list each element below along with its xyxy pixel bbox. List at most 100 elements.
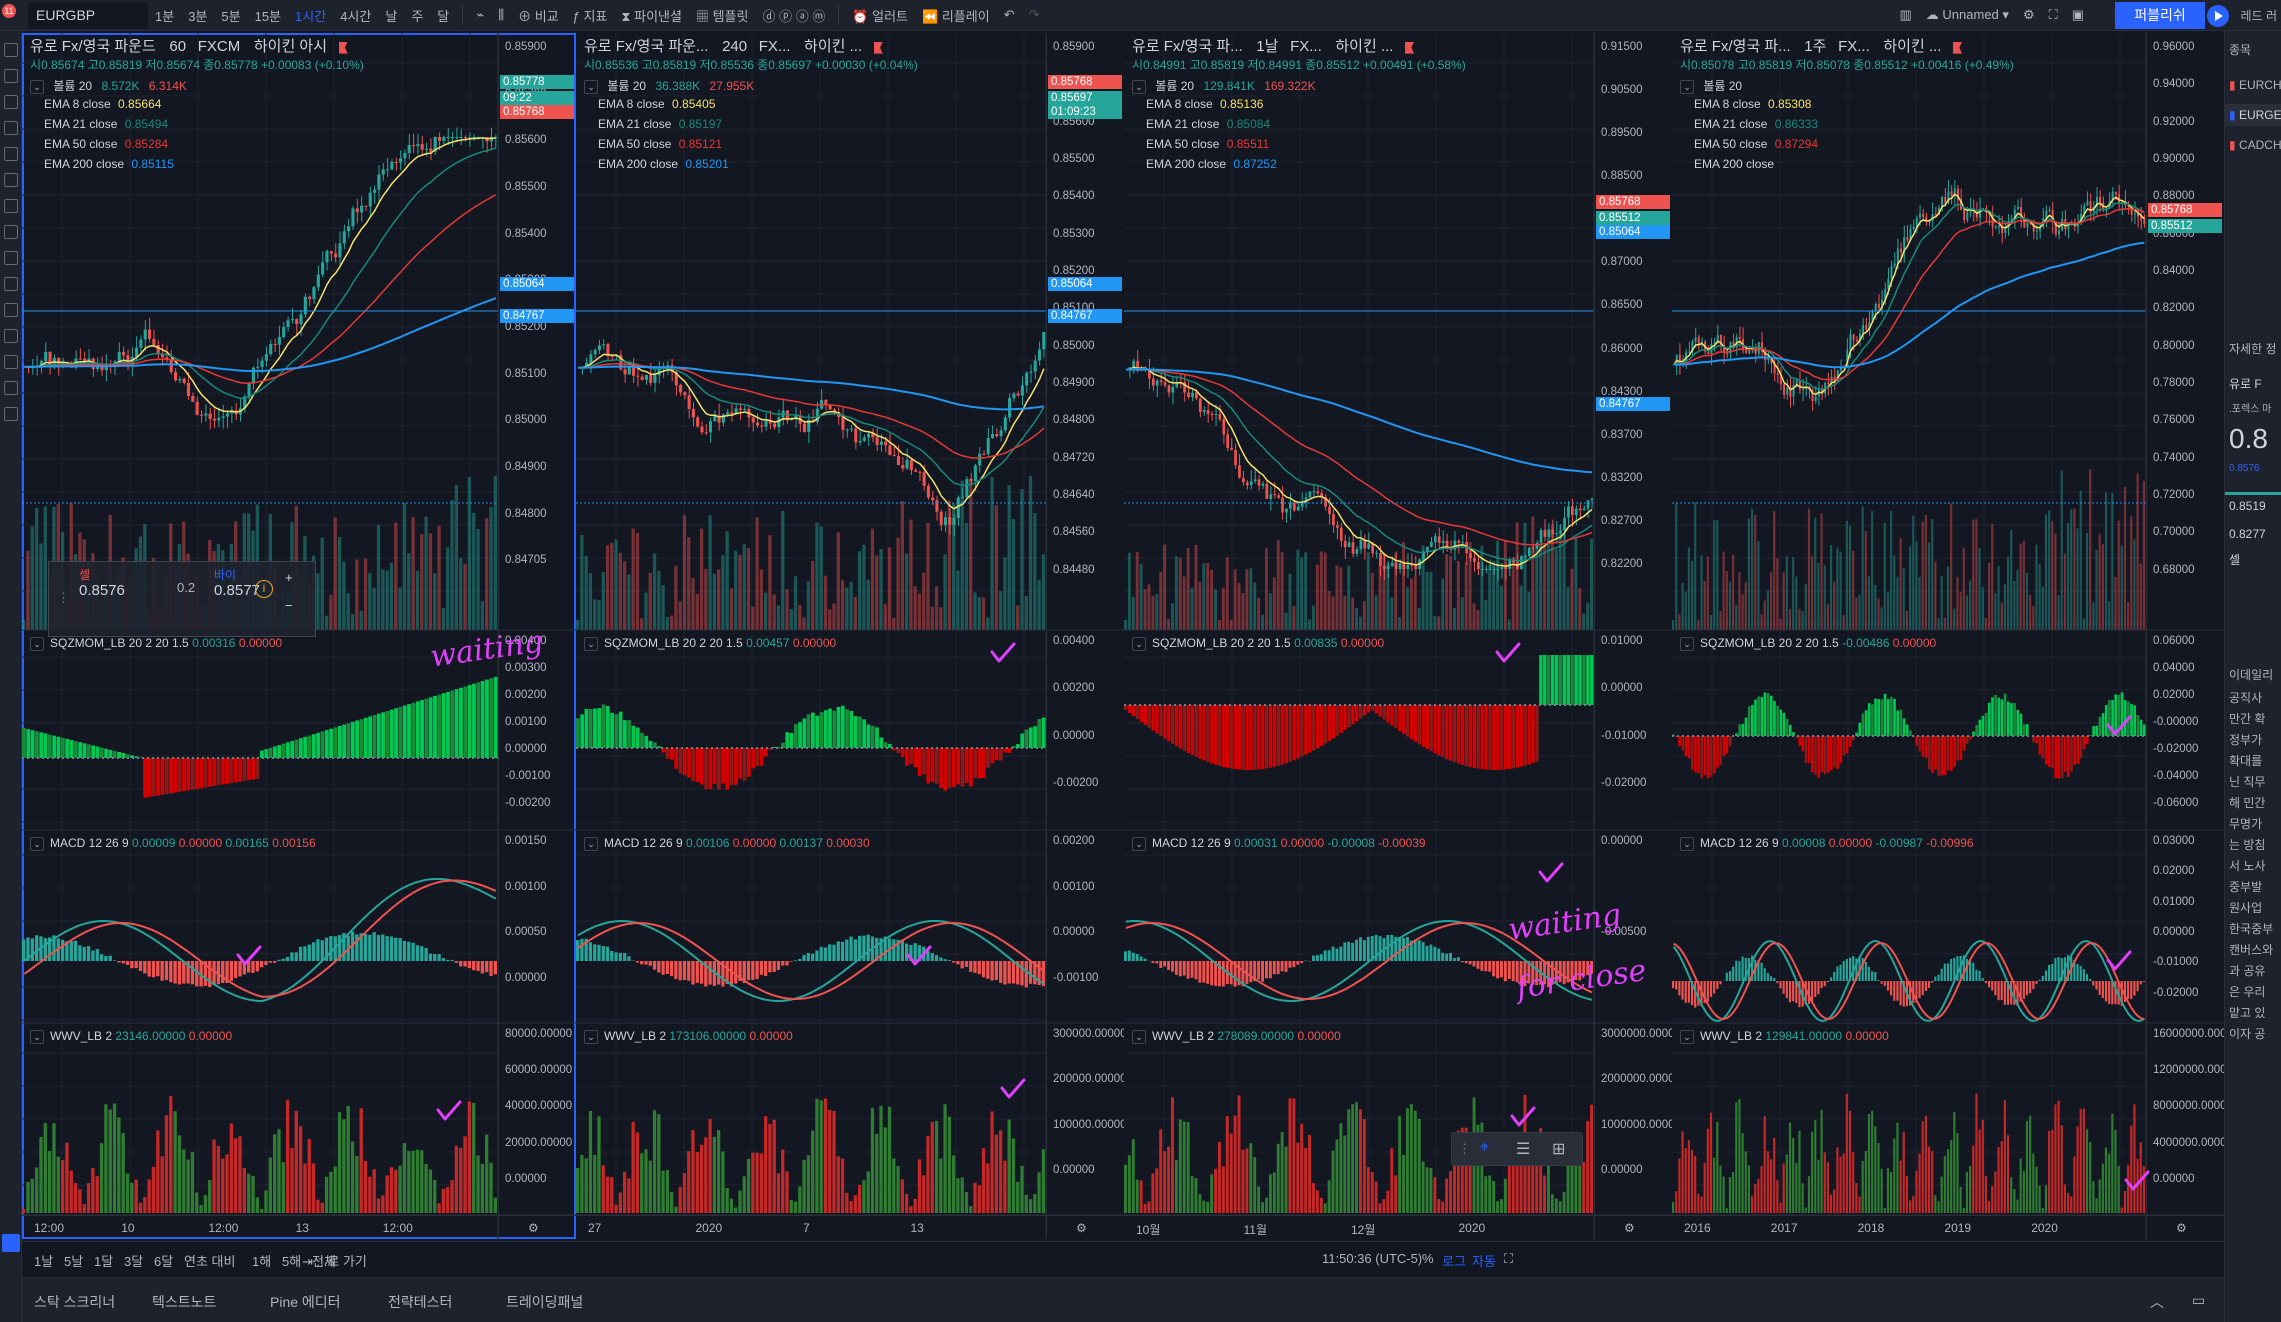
ema-legend-row[interactable]: EMA 21 close 0.85494 <box>30 114 364 134</box>
interval-option[interactable]: 주 <box>411 8 424 24</box>
chart-interval[interactable]: 1날 <box>1256 38 1279 55</box>
minus-icon[interactable]: − <box>285 598 293 613</box>
chart-canvas[interactable] <box>1672 33 2224 1239</box>
price-axis[interactable]: 0.96000 0.94000 0.92000 0.90000 0.88000 0.860… <box>2146 33 2224 1239</box>
fit-icon[interactable]: ⛶ <box>1504 1251 1514 1266</box>
time-axis[interactable]: 27 2020 7 13 ⚙ <box>576 1215 1124 1239</box>
footer-tab[interactable]: 트레이딩패널 <box>506 1294 584 1310</box>
collapse-icon[interactable]: ⌄ <box>1132 636 1146 651</box>
trendline-icon[interactable] <box>4 69 18 83</box>
macd-legend[interactable]: ⌄ MACD 12 26 9 0.00031 0.00000 -0.00008 -… <box>1132 836 1426 851</box>
sqz-legend[interactable]: ⌄ SQZMOM_LB 20 2 20 1.5 -0.00486 0.00000 <box>1680 636 1936 651</box>
compare-button[interactable]: ⊕ 비교 <box>518 8 559 24</box>
chart-title[interactable]: 유로 Fx/영국 파... <box>1680 38 1791 55</box>
time-axis[interactable]: 10월 11월 12월 2020 ⚙ <box>1124 1215 1672 1239</box>
grid-icon[interactable]: ⊞ <box>1552 1141 1566 1158</box>
axis-settings-icon[interactable]: ⚙ <box>2176 1221 2187 1235</box>
brush-icon[interactable] <box>4 121 18 135</box>
ema-legend-row[interactable]: EMA 21 close 0.85084 <box>1132 114 1466 134</box>
interval-option[interactable]: 달 <box>437 8 450 24</box>
trash-icon[interactable] <box>4 407 18 421</box>
axis-settings-icon[interactable]: ⚙ <box>1076 1221 1087 1235</box>
publish-button[interactable]: 퍼블리쉬 <box>2115 2 2205 29</box>
favorites-icon[interactable] <box>2 1234 20 1252</box>
candle-style-button[interactable]: ⫼ <box>498 7 505 22</box>
range-option[interactable]: 6달 <box>154 1254 174 1269</box>
interval-option[interactable]: 1분 <box>155 8 175 24</box>
camera-icon[interactable]: ▣ <box>2071 7 2084 22</box>
collapse-icon[interactable]: ⌄ <box>1132 1029 1146 1044</box>
plus-icon[interactable]: + <box>285 570 293 585</box>
financials-button[interactable]: ⧗ 파이낸셜 <box>621 8 682 24</box>
eye-icon[interactable] <box>4 381 18 395</box>
range-option[interactable]: 연초 대비 <box>184 1254 236 1269</box>
indicators-button[interactable]: ƒ 지표 <box>572 8 608 24</box>
price-axis[interactable]: 0.915000.905000.895000.885000.875000.870… <box>1594 33 1672 1239</box>
chart-pane-1[interactable]: 유로 Fx/영국 파운드 60 FXCM 하이킨 아시 시0.85674 고0.… <box>22 33 576 1239</box>
macd-legend[interactable]: ⌄ MACD 12 26 9 0.00008 0.00000 -0.00987 -… <box>1680 836 1974 851</box>
interval-option[interactable]: 3분 <box>188 8 208 24</box>
flag-icon[interactable] <box>873 41 883 54</box>
alert-button[interactable]: ⏰ 얼러트 <box>852 8 909 24</box>
drag-handle-icon[interactable]: ⋮ <box>1458 1141 1471 1156</box>
news-list[interactable]: 공직사 만간 확 정부가 확대를 닌 직무 해 민간 무명가 는 방침 서 노사 중부발 원사업 한국… <box>2225 687 2281 1044</box>
zoom-icon[interactable] <box>4 303 18 317</box>
interval-option[interactable]: 5분 <box>221 8 241 24</box>
interval-option[interactable]: 날 <box>385 8 398 24</box>
chart-pane-3[interactable]: 유로 Fx/영국 파... 1날 FX... 하이킨 ... 시0.84991 … <box>1124 33 1672 1239</box>
footer-tab[interactable]: 스탁 스크리너 <box>34 1294 116 1310</box>
collapse-icon[interactable]: ⌄ <box>584 636 598 651</box>
buy-sell-widget[interactable]: ⋮ 셀 0.8576 0.2 바이 0.8577 i + − <box>48 561 316 637</box>
floating-drawing-toolbar[interactable]: ⋮ ⌖ ☰ ⊞ <box>1451 1132 1583 1166</box>
range-option[interactable]: 3달 <box>124 1254 144 1269</box>
chart-style-button[interactable]: ⌁ <box>476 7 485 22</box>
redo-icon[interactable]: ↷ <box>1028 7 1040 22</box>
chart-interval[interactable]: 240 <box>722 38 748 55</box>
interval-option[interactable]: 1시간 <box>295 8 327 24</box>
pattern-icon[interactable] <box>4 173 18 187</box>
range-option[interactable]: 전체 <box>312 1254 336 1269</box>
info-icon[interactable]: i <box>255 580 273 598</box>
axis-settings-icon[interactable]: ⚙ <box>1624 1221 1635 1235</box>
notification-badge[interactable]: 11 <box>2 4 16 18</box>
interval-option[interactable]: 15분 <box>254 8 282 24</box>
ema-legend-row[interactable]: EMA 8 close 0.85405 <box>584 94 918 114</box>
ema-legend-row[interactable]: EMA 8 close 0.85664 <box>30 94 364 114</box>
settings-gear-icon[interactable]: ⚙ <box>2022 7 2035 22</box>
range-option[interactable]: 5날 <box>64 1254 84 1269</box>
replay-button[interactable]: ⏪ 리플레이 <box>922 8 990 24</box>
ema-legend-row[interactable]: EMA 200 close 0.85115 <box>30 154 364 174</box>
ema-legend-row[interactable]: EMA 200 close <box>1680 154 2014 174</box>
wwv-legend[interactable]: ⌄ WWV_LB 2 173106.00000 0.00000 <box>584 1029 793 1044</box>
chart-title[interactable]: 유로 Fx/영국 파... <box>1132 38 1243 55</box>
fib-icon[interactable] <box>4 95 18 109</box>
collapse-icon[interactable]: ⌄ <box>30 636 44 651</box>
ema-legend-row[interactable]: EMA 21 close 0.86333 <box>1680 114 2014 134</box>
wwv-legend[interactable]: ⌄ WWV_LB 2 129841.00000 0.00000 <box>1680 1029 1889 1044</box>
chevron-up-icon[interactable]: ︿ <box>2150 1294 2164 1310</box>
ema-legend-row[interactable]: EMA 50 close 0.85121 <box>584 134 918 154</box>
collapse-icon[interactable]: ⌄ <box>1680 836 1694 851</box>
time-axis[interactable]: 12:00 10 12:00 13 12:00 ⚙ <box>22 1215 576 1239</box>
undo-icon[interactable]: ↶ <box>1003 7 1015 22</box>
sqz-legend[interactable]: ⌄ SQZMOM_LB 20 2 20 1.5 0.00316 0.00000 <box>30 636 282 651</box>
range-option[interactable]: 1날 <box>34 1254 54 1269</box>
ruler-icon[interactable] <box>4 277 18 291</box>
collapse-icon[interactable]: ⌄ <box>1680 636 1694 651</box>
drag-handle-icon[interactable]: ⋮ <box>57 590 70 605</box>
collapse-icon[interactable]: ⌄ <box>30 836 44 851</box>
lot-size[interactable]: 0.2 <box>177 580 196 595</box>
shape-icon[interactable] <box>4 225 18 239</box>
chart-title[interactable]: 유로 Fx/영국 파운드 <box>30 38 156 55</box>
price-axis[interactable]: 0.859000.857000.856000.855000.854000.853… <box>498 33 576 1239</box>
sqz-legend[interactable]: ⌄ SQZMOM_LB 20 2 20 1.5 0.00457 0.00000 <box>584 636 836 651</box>
fullscreen-icon[interactable]: ⛶ <box>2048 7 2058 22</box>
ema-legend-row[interactable]: EMA 8 close 0.85308 <box>1680 94 2014 114</box>
log-toggle[interactable]: 로그 <box>1442 1254 1466 1269</box>
collapse-icon[interactable]: ⌄ <box>584 79 598 94</box>
goto-date-button[interactable]: ⇥ ...로 가기 <box>302 1254 367 1269</box>
forecast-icon[interactable] <box>4 199 18 213</box>
ema-legend-row[interactable]: EMA 200 close 0.87252 <box>1132 154 1466 174</box>
ema-legend-row[interactable]: EMA 8 close 0.85136 <box>1132 94 1466 114</box>
time-axis[interactable]: 2016 2017 2018 2019 2020 ⚙ <box>1672 1215 2224 1239</box>
